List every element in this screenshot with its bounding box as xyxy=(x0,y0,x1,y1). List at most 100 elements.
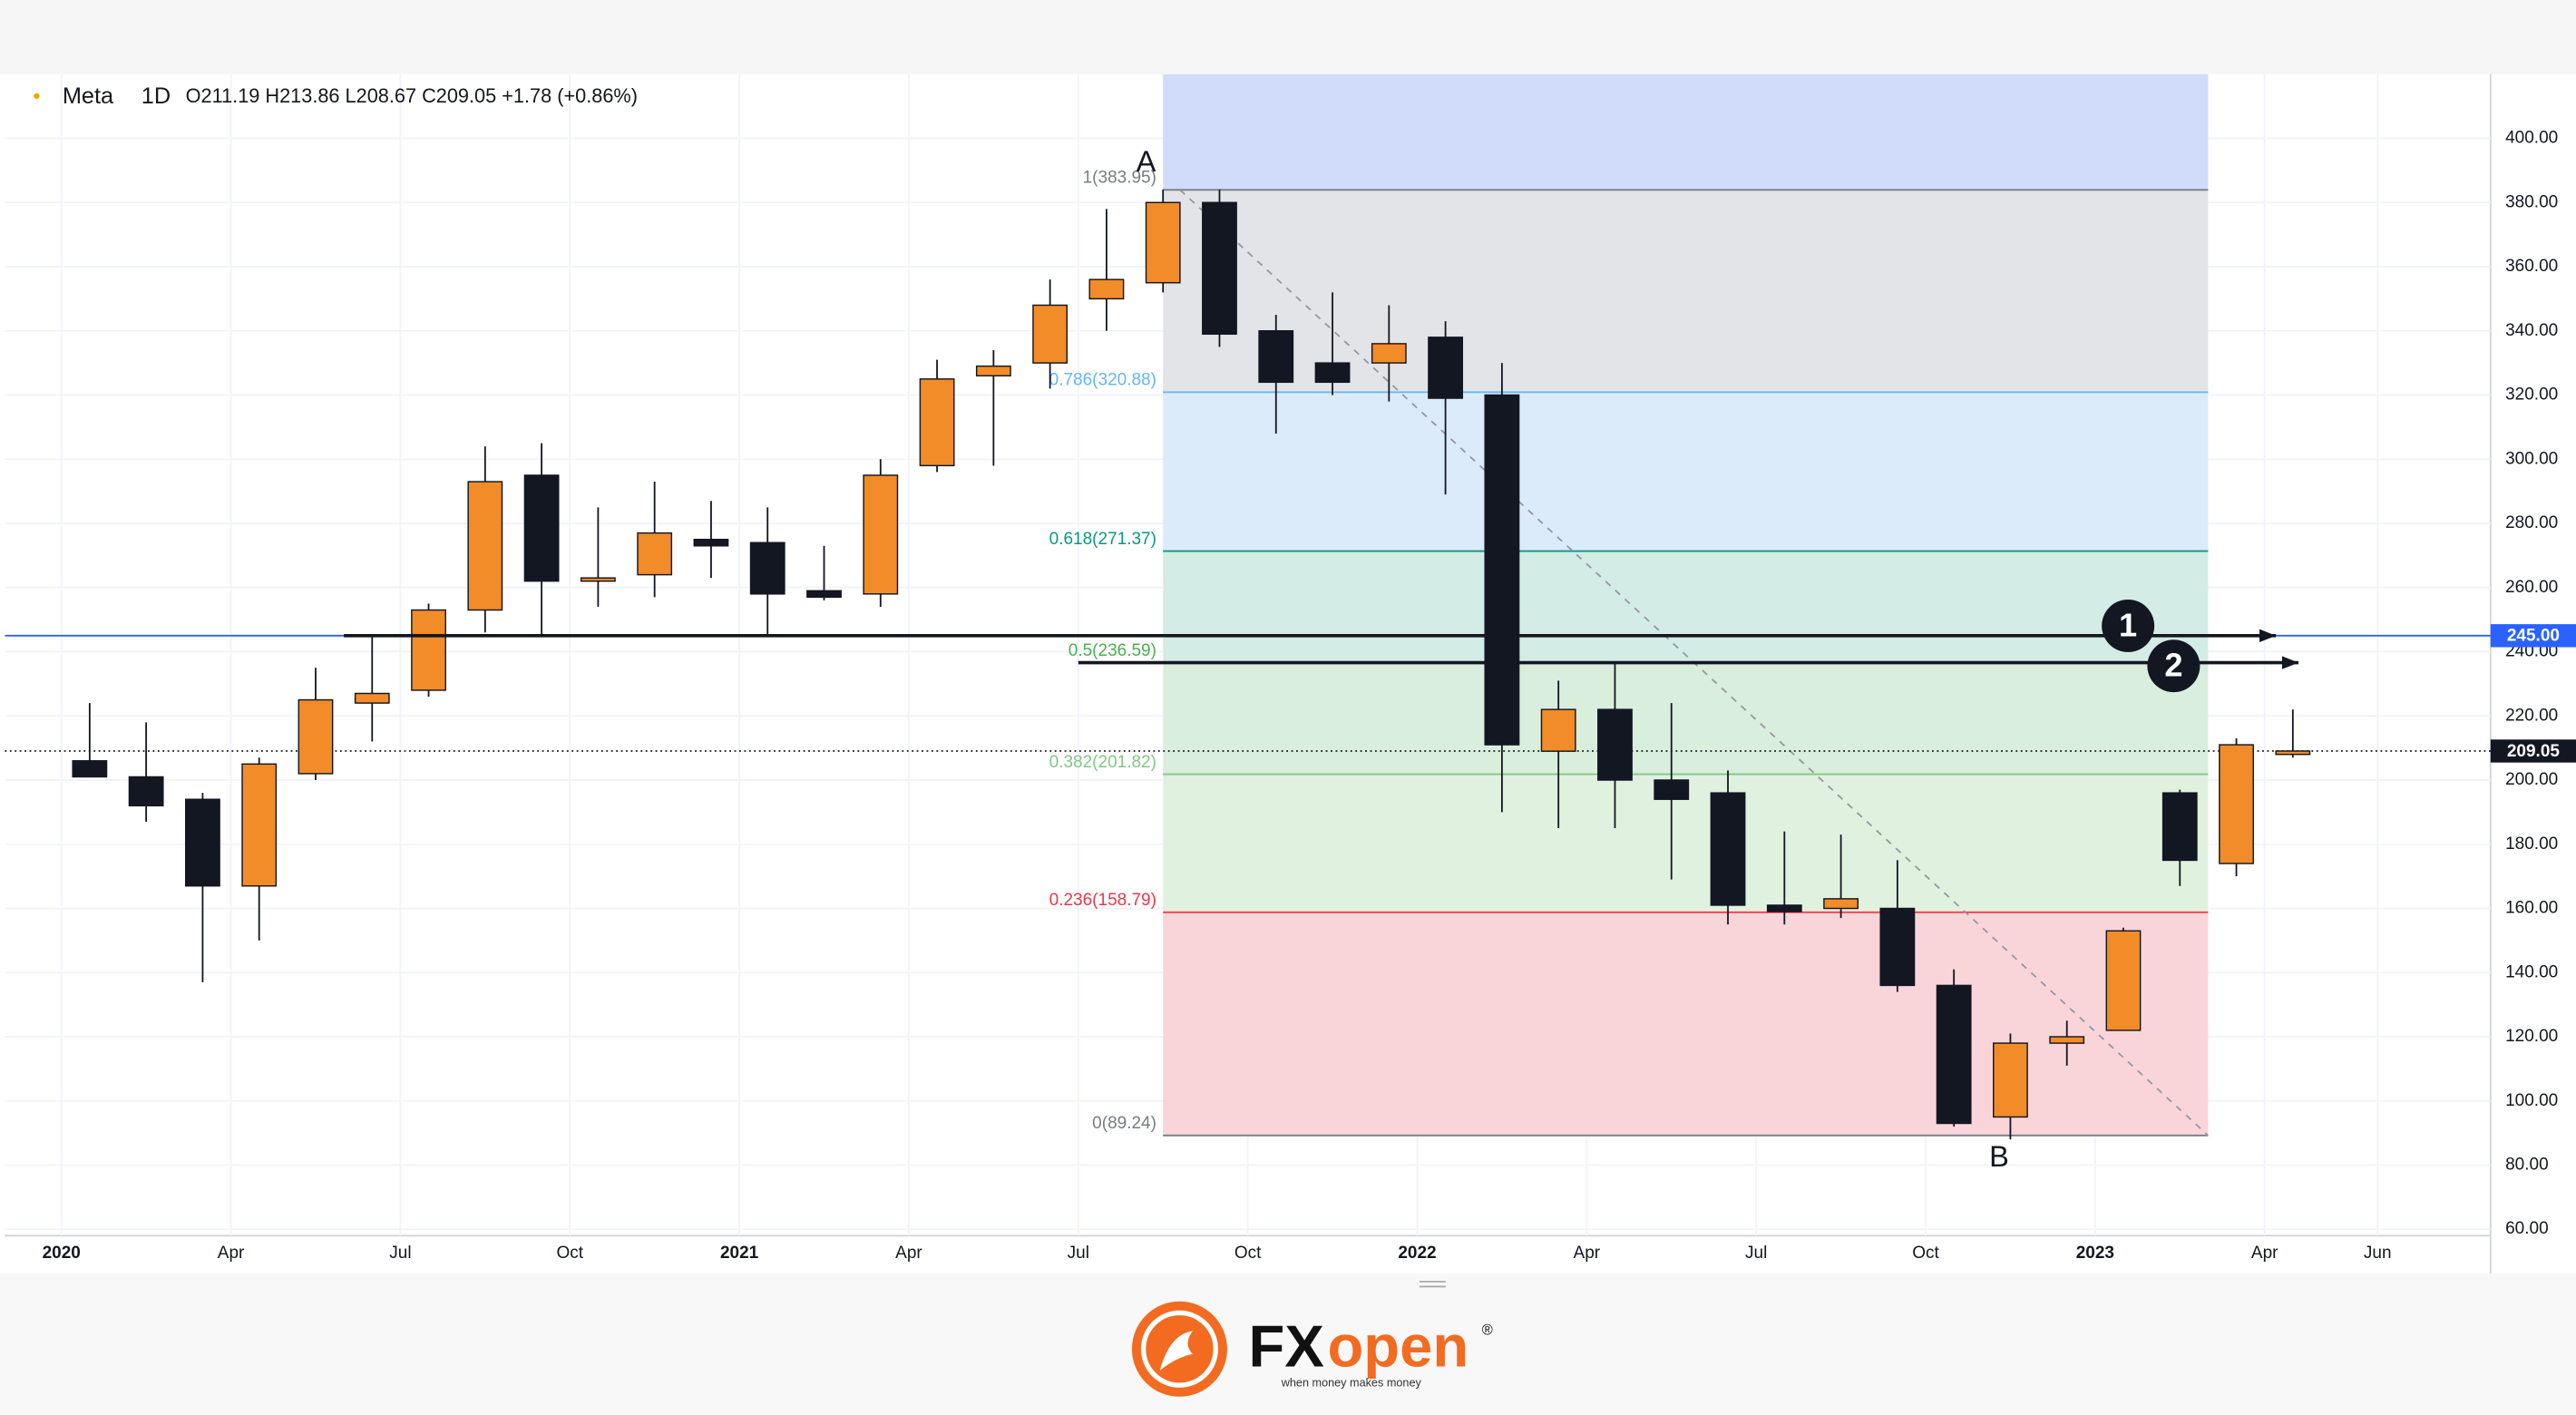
candle-body xyxy=(1710,792,1746,906)
y-tick-label: 140.00 xyxy=(2505,962,2558,981)
layers: 60.00 80.00 100.00 120.00 140.00 160.00 180.00… xyxy=(5,73,2576,1263)
y-tick-label: 300.00 xyxy=(2505,449,2558,468)
x-tick-label: 2021 xyxy=(720,1244,759,1263)
candle-body xyxy=(637,532,673,576)
y-tick-label: 260.00 xyxy=(2505,578,2558,597)
candle-body xyxy=(1540,708,1576,752)
candle-body xyxy=(523,474,560,582)
fib-label: 0.618(271.37) xyxy=(1049,530,1156,549)
y-tick-label: 380.00 xyxy=(2505,192,2558,211)
y-tick-label: 100.00 xyxy=(2505,1091,2558,1110)
fib-top-zone xyxy=(1163,73,2209,190)
x-tick-label: Jul xyxy=(1068,1244,1089,1263)
candle-body xyxy=(1879,907,1916,987)
arrow-head xyxy=(2281,656,2299,669)
candle-body xyxy=(2161,792,2198,862)
logo-ring xyxy=(1140,1310,1219,1388)
candle-body xyxy=(1766,904,1802,912)
logo-dragon xyxy=(1159,1331,1193,1371)
price-tag xyxy=(2490,739,2576,763)
x-tick-label: 2020 xyxy=(43,1244,81,1263)
y-tick-label: 400.00 xyxy=(2505,129,2558,148)
candle-body xyxy=(1993,1042,2028,1118)
arrow-badge-label: 2 xyxy=(2164,647,2182,684)
candle-body xyxy=(975,365,1011,377)
price-tag-label: 209.05 xyxy=(2507,742,2561,761)
x-tick-label: Apr xyxy=(218,1244,245,1263)
candle-body xyxy=(1145,201,1181,284)
tagline: when money makes money xyxy=(1281,1377,1422,1390)
candle-body xyxy=(2105,930,2142,1031)
candle-body xyxy=(298,698,334,775)
candle-body xyxy=(580,577,616,582)
candle-body xyxy=(2219,744,2254,864)
y-tick-label: 320.00 xyxy=(2505,385,2558,405)
x-tick-label: Apr xyxy=(895,1244,922,1263)
candle-body xyxy=(1428,337,1464,399)
candle-body xyxy=(411,609,446,691)
candle-body xyxy=(2275,750,2311,756)
candle-body xyxy=(241,763,278,887)
candle-body xyxy=(919,378,955,467)
y-tick-label: 220.00 xyxy=(2505,706,2558,725)
x-tick-label: Jun xyxy=(2364,1244,2392,1263)
candle-body xyxy=(693,538,729,547)
fib-label: 0.5(236.59) xyxy=(1068,641,1156,660)
y-tick-label: 180.00 xyxy=(2505,834,2558,854)
x-tick-label: Jul xyxy=(389,1244,411,1263)
symbol: Meta xyxy=(63,83,114,109)
fib-zone xyxy=(1163,551,2209,663)
candle-body xyxy=(354,692,390,704)
candle-body xyxy=(1371,343,1407,364)
candle-body xyxy=(1202,201,1237,336)
fib-label: 0.382(201.82) xyxy=(1049,753,1156,772)
x-tick-label: 2023 xyxy=(2076,1244,2114,1263)
candle-body xyxy=(467,481,503,611)
y-tick-label: 160.00 xyxy=(2505,899,2558,918)
arrow-badge-label: 1 xyxy=(2119,606,2137,643)
candle-body xyxy=(1088,278,1125,300)
y-tick-label: 80.00 xyxy=(2505,1156,2549,1175)
fib-zone xyxy=(1163,912,2209,1136)
candle-body xyxy=(806,590,842,599)
brand-fx: FX xyxy=(1249,1313,1324,1379)
candle-body xyxy=(1597,708,1633,781)
interval: 1D xyxy=(141,83,171,109)
candle-body xyxy=(128,776,164,807)
candle-body xyxy=(1484,394,1520,746)
x-tick-label: Oct xyxy=(1234,1244,1262,1263)
x-tick-label: Apr xyxy=(1574,1244,1601,1263)
price-tag-label: 245.00 xyxy=(2507,627,2560,646)
candle-body xyxy=(1654,779,1690,800)
arrow-badge xyxy=(2102,599,2155,652)
fib-zone xyxy=(1163,190,2209,393)
x-tick-label: Jul xyxy=(1745,1244,1767,1263)
brand-open: open xyxy=(1327,1313,1469,1379)
candle-body xyxy=(1032,304,1068,364)
logo xyxy=(1131,1301,1227,1397)
candle-body xyxy=(1258,330,1294,384)
candle-body xyxy=(749,542,785,595)
y-tick-label: 60.00 xyxy=(2505,1219,2549,1238)
y-tick-label: 120.00 xyxy=(2505,1027,2558,1046)
dot: • xyxy=(33,83,40,107)
top-bar xyxy=(0,0,2576,74)
arrow-head xyxy=(2259,629,2277,643)
y-tick-label: 360.00 xyxy=(2505,257,2558,276)
arrow-badge xyxy=(2147,639,2200,693)
price-tag xyxy=(2490,624,2576,648)
fib-label: 1(383.95) xyxy=(1083,169,1156,188)
fib-zone xyxy=(1163,662,2209,775)
fib-label: 0(89.24) xyxy=(1092,1114,1156,1133)
point-label: B xyxy=(1989,1139,2009,1173)
fib-zone xyxy=(1163,392,2209,551)
y-tick-label: 340.00 xyxy=(2505,321,2558,340)
candle-body xyxy=(185,798,220,887)
candle-body xyxy=(1314,362,1351,384)
ohlc: O211.19 H213.86 L208.67 C209.05 +1.78 (+… xyxy=(186,84,638,107)
registered: ® xyxy=(1482,1322,1493,1339)
candle-body xyxy=(863,474,899,595)
fib-label: 0.786(320.88) xyxy=(1049,371,1156,390)
